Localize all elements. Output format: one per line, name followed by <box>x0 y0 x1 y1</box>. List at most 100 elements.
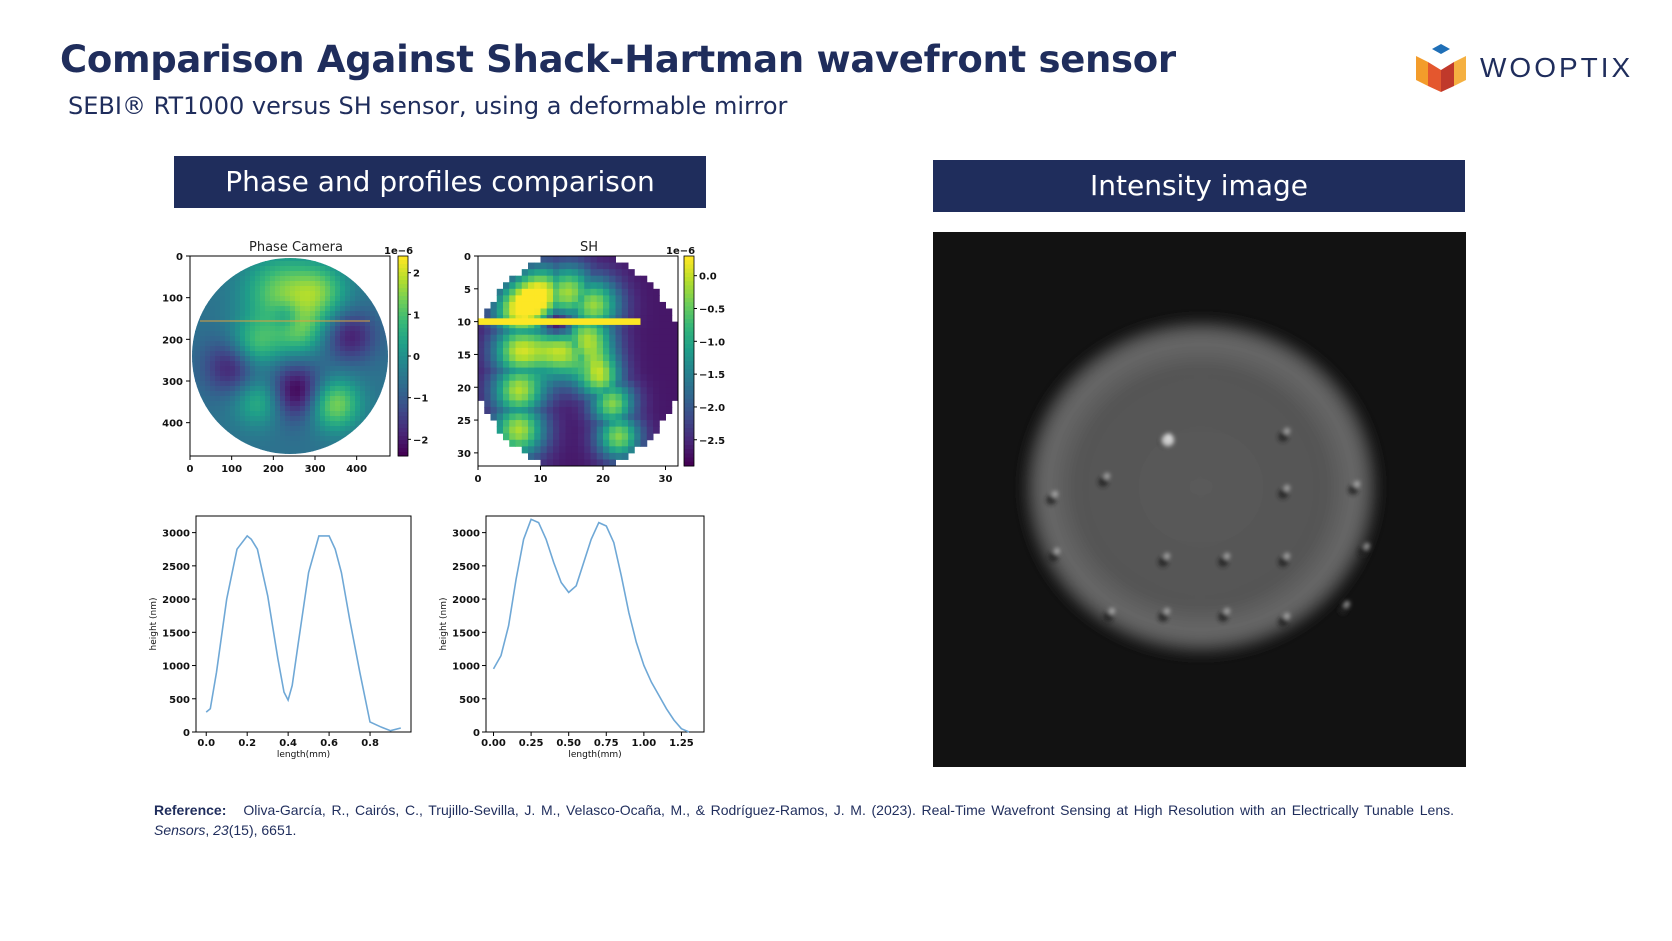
slide-title: Comparison Against Shack-Hartman wavefro… <box>60 38 1176 81</box>
sh-xtick-label: 20 <box>596 474 610 485</box>
intensity-bright-spot <box>1354 481 1360 487</box>
phase-profile-ytick-label: 3000 <box>162 529 190 540</box>
sh-xtick-label: 30 <box>659 474 673 485</box>
sh-xtick-label: 10 <box>534 474 548 485</box>
phase-plot-frame <box>189 255 391 457</box>
sh-profile-ytick-label: 2500 <box>452 562 480 573</box>
phase-camera-profile-plot: 0.0 0.2 0.4 0.6 0.8 0 500 1000 1500 2000 2500 3000 l… <box>149 515 412 760</box>
sh-profile-xtick-label: 0.75 <box>594 738 619 749</box>
sh-colorbar-tick-label: −1.5 <box>699 370 725 381</box>
intensity-bright-spot <box>1344 601 1350 607</box>
sh-profile-ytick-label: 1000 <box>452 662 480 673</box>
sh-colorbar-tick-label: −1.0 <box>699 337 725 348</box>
intensity-dark-spot <box>1348 485 1358 495</box>
phase-profile-frame <box>195 515 412 733</box>
sh-profile-xtick-label: 0.25 <box>519 738 544 749</box>
intensity-bright-spot <box>1109 608 1115 614</box>
intensity-bright-spot <box>1224 553 1230 559</box>
intensity-dark-spot <box>1218 612 1228 622</box>
intensity-dark-spot <box>1338 605 1348 615</box>
intensity-dark-spot <box>1358 547 1368 557</box>
phase-profile-ytick-label: 2500 <box>162 562 190 573</box>
sh-profile-ylabel: height (nm) <box>439 597 449 650</box>
sh-heatmap <box>478 256 679 467</box>
logo-text: WOOPTIX <box>1480 52 1634 83</box>
reference-journal: Sensors <box>154 822 206 838</box>
phase-camera-axes: 0 100 200 300 400 0 100 200 300 400 <box>162 252 391 475</box>
phase-profile-series-line <box>205 534 402 732</box>
sh-ytick-label: 10 <box>457 318 471 329</box>
sh-profile-xtick-label: 1.00 <box>632 738 657 749</box>
phase-xtick-label: 300 <box>305 464 326 475</box>
intensity-image-pattern <box>1023 319 1379 655</box>
phase-ytick-label: 200 <box>162 335 183 346</box>
phase-colorbar-tick-label: 0 <box>413 352 420 363</box>
sh-plot-frame <box>477 255 679 467</box>
phase-ytick-label: 0 <box>176 252 183 263</box>
phase-profile-ytick-label: 2000 <box>162 595 190 606</box>
wooptix-logo-icon <box>1416 44 1466 92</box>
sh-ytick-label: 15 <box>457 350 471 361</box>
sh-colorbar-exponent: 1e−6 <box>666 246 695 257</box>
phase-xtick-label: 0 <box>187 464 194 475</box>
phase-ytick-label: 100 <box>162 294 183 305</box>
reference-pages: (15), 6651. <box>228 822 297 838</box>
intensity-image <box>933 232 1466 767</box>
intensity-bright-spot <box>1052 491 1058 497</box>
sh-plot: SH 0 10 20 30 0 5 10 15 20 25 30 1e−6 0.0 −0.5 −1.0 −1… <box>457 240 725 485</box>
slide-subtitle: SEBI® RT1000 versus SH sensor, using a d… <box>68 92 788 120</box>
phase-xtick-label: 200 <box>263 464 284 475</box>
phase-xtick-label: 400 <box>346 464 367 475</box>
intensity-bright-spot <box>1284 613 1290 619</box>
phase-profile-ytick-label: 1000 <box>162 662 190 673</box>
intensity-dark-spot <box>1048 552 1058 562</box>
phase-profile-ylabel: height (nm) <box>149 597 159 650</box>
phase-camera-title: Phase Camera <box>249 240 343 255</box>
phase-colorbar-tick-label: −2 <box>413 435 428 446</box>
intensity-bright-spot <box>1364 543 1370 549</box>
sh-profile-plot: 0.00 0.25 0.50 0.75 1.00 1.25 0 500 1000 1500 2000… <box>439 515 705 760</box>
sh-ytick-label: 0 <box>464 252 471 263</box>
sh-colorbar-tick-label: −2.0 <box>699 403 725 414</box>
intensity-dark-spot <box>1098 477 1108 487</box>
intensity-dark-spot <box>1218 557 1228 567</box>
intensity-bright-spot <box>1284 553 1290 559</box>
intensity-dark-spot <box>1278 489 1288 499</box>
sh-xtick-label: 0 <box>475 474 482 485</box>
sh-profile-frame <box>485 515 705 733</box>
intensity-dark-spot <box>1158 612 1168 622</box>
phase-camera-plot: Phase Camera 0 100 200 300 4000100200300400 … <box>162 240 428 475</box>
phase-profile-xtick-label: 0.0 <box>197 738 215 749</box>
phase-profile-ytick-label: 1500 <box>162 628 190 639</box>
sh-ytick-label: 25 <box>457 416 471 427</box>
sh-axes: 0 10 20 30 0 5 10 15 20 25 30 <box>457 252 679 485</box>
phase-ytick-label: 400 <box>162 419 183 430</box>
sh-profile-ytick-label: 1500 <box>452 628 480 639</box>
banner-phase-comparison: Phase and profiles comparison <box>174 156 706 208</box>
sh-colorbar: 1e−6 0.0 −0.5 −1.0 −1.5 −2.0 −2.5 <box>666 246 725 467</box>
sh-profile-ytick-label: 2000 <box>452 595 480 606</box>
reference-citation: Reference: Oliva-García, R., Cairós, C.,… <box>154 802 1454 838</box>
intensity-bright-spot <box>1164 553 1170 559</box>
phase-camera-colorbar: 1e−6 2 1 0 −1 −2 <box>384 246 428 457</box>
sh-colorbar-frame <box>683 255 695 467</box>
intensity-bright-spot <box>1284 485 1290 491</box>
sh-profile-line <box>478 318 641 325</box>
intensity-bright-spot <box>1162 434 1174 446</box>
intensity-bright-spot <box>1054 548 1060 554</box>
phase-colorbar-tick-label: −1 <box>413 394 428 405</box>
sh-ytick-label: 30 <box>457 449 471 460</box>
intensity-bright-spot <box>1164 608 1170 614</box>
sh-profile-xlabel: length(mm) <box>568 750 621 760</box>
phase-profile-xlabel: length(mm) <box>277 750 330 760</box>
phase-colorbar-exponent: 1e−6 <box>384 246 413 257</box>
sh-colorbar-tick-label: 0.0 <box>699 272 717 283</box>
phase-profile-xtick-label: 0.4 <box>279 738 297 749</box>
intensity-dark-spot <box>1278 557 1288 567</box>
intensity-dark-spot <box>1278 432 1288 442</box>
sh-profile-xtick-label: 0.50 <box>556 738 581 749</box>
intensity-dark-spot <box>1103 612 1113 622</box>
intensity-dark-spot <box>1278 617 1288 627</box>
sh-profile-ytick-label: 500 <box>459 695 480 706</box>
sh-ytick-label: 5 <box>464 285 471 296</box>
